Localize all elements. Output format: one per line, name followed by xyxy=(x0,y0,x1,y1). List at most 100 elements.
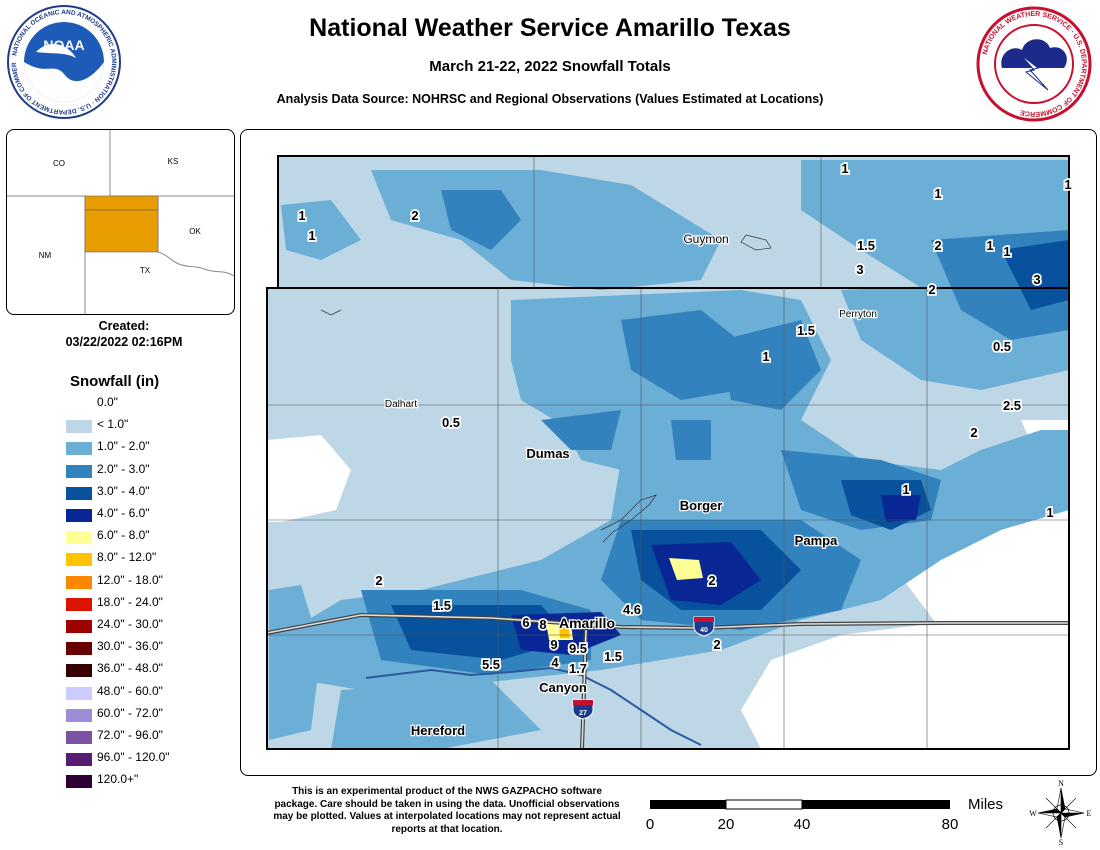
nws-logo: NATIONAL WEATHER SERVICE · U.S. DEPARTME… xyxy=(976,6,1092,122)
legend-label: 12.0" - 18.0" xyxy=(97,572,163,587)
scale-unit: Miles xyxy=(968,796,1003,813)
snowfall-observation: 9.5 xyxy=(569,641,587,656)
legend-swatch xyxy=(66,597,92,611)
legend-label: 4.0" - 6.0" xyxy=(97,506,150,520)
snowfall-observation: 2 xyxy=(713,637,720,652)
snowfall-observation: 1.7 xyxy=(569,661,587,676)
compass-rose: N S W E xyxy=(1029,779,1091,846)
city-label: Guymon xyxy=(683,232,728,246)
interstate-27-shield: 27 xyxy=(572,699,594,720)
legend-swatch xyxy=(66,442,92,456)
legend-label: 96.0" - 120.0" xyxy=(97,750,170,765)
legend-swatch xyxy=(66,731,92,744)
legend-title: Snowfall (in) xyxy=(70,373,160,390)
noaa-logo: NATIONAL OCEANIC AND ATMOSPHERIC ADMINIS… xyxy=(6,4,121,119)
city-label: Hereford xyxy=(411,723,465,738)
snowfall-observation: 2 xyxy=(928,282,935,297)
noaa-logo-text: NOAA xyxy=(43,37,84,53)
snowfall-observation: 1 xyxy=(934,186,941,201)
scale-tick-20: 20 xyxy=(718,816,735,833)
legend-swatch xyxy=(66,531,92,545)
scale-tick-0: 0 xyxy=(646,816,654,833)
legend-label: 60.0" - 72.0" xyxy=(97,705,163,720)
scale-tick-40: 40 xyxy=(794,816,811,833)
snowfall-observation: 1.5 xyxy=(857,238,875,253)
legend-label: 6.0" - 8.0" xyxy=(97,528,150,543)
snowfall-observation: 6 xyxy=(522,615,529,630)
snowfall-observation: 1 xyxy=(308,228,315,243)
disclaimer: This is an experimental product of the N… xyxy=(273,786,621,835)
legend-swatch xyxy=(66,664,92,678)
snowfall-observation: 2 xyxy=(934,238,941,253)
legend-label: 24.0" - 30.0" xyxy=(97,617,163,631)
created-label: Created: xyxy=(98,319,150,333)
legend-label: 0.0" xyxy=(97,395,118,409)
state-label-nm: NM xyxy=(39,251,52,260)
legend-swatch xyxy=(66,775,92,789)
state-label-ok: OK xyxy=(189,227,201,236)
snowfall-observation: 2.5 xyxy=(1003,398,1021,413)
legend-swatch xyxy=(66,553,92,567)
locator-map: CO KS NM OK TX xyxy=(6,129,235,315)
legend-swatch xyxy=(66,486,92,500)
legend-swatch xyxy=(66,753,92,767)
legend-swatch xyxy=(66,575,92,589)
locator-map-graphic: CO KS NM OK TX xyxy=(7,130,234,314)
city-label: Pampa xyxy=(795,533,838,548)
interstate-27-label: 27 xyxy=(579,710,587,717)
city-label: Perryton xyxy=(839,309,877,320)
snowfall-map: 40 27 Guymon Perryton Dalhart Dumas Borger Pa… xyxy=(240,129,1097,776)
legend-label: 30.0" - 36.0" xyxy=(97,639,163,654)
interstate-40-label: 40 xyxy=(700,627,708,634)
snowfall-observation: 4 xyxy=(551,655,559,670)
snowfall-observation: 1 xyxy=(1003,244,1010,259)
interstate-40-shield: 40 xyxy=(693,616,715,637)
snowfall-observation: 0.5 xyxy=(993,339,1011,354)
legend-label: 2.0" - 3.0" xyxy=(97,461,150,476)
legend-swatch xyxy=(66,642,92,656)
legend-label: 3.0" - 4.0" xyxy=(97,483,150,498)
legend-label: 36.0" - 48.0" xyxy=(97,661,163,676)
page-title: National Weather Service Amarillo Texas xyxy=(309,14,791,42)
legend-label: 18.0" - 24.0" xyxy=(97,594,163,609)
compass-w: W xyxy=(1029,809,1037,818)
city-label: Borger xyxy=(680,498,723,513)
snowfall-observation: 3 xyxy=(1033,272,1040,287)
legend-label: 8.0" - 12.0" xyxy=(97,550,157,565)
legend-label: 48.0" - 60.0" xyxy=(97,683,163,698)
data-source-note: Analysis Data Source: NOHRSC and Regiona… xyxy=(276,92,824,106)
legend-label: 72.0" - 96.0" xyxy=(97,728,163,742)
snowfall-observation: 2 xyxy=(970,425,977,440)
snowfall-observation: 1 xyxy=(902,482,909,497)
legend-swatch xyxy=(66,464,92,478)
snowfall-observation: 1 xyxy=(841,161,848,176)
snowfall-observation: 3 xyxy=(856,262,863,277)
compass-n: N xyxy=(1058,779,1064,788)
city-label: Canyon xyxy=(539,680,587,695)
snowfall-observation: 1 xyxy=(986,238,993,253)
oklahoma-panhandle-highlight xyxy=(84,195,159,211)
compass-s: S xyxy=(1059,838,1063,846)
snowfall-observation: 2 xyxy=(411,208,418,223)
snowfall-observation: 1.5 xyxy=(604,649,622,664)
snowfall-observation: 1 xyxy=(762,349,769,364)
legend-swatch xyxy=(66,420,92,434)
legend-swatch xyxy=(66,398,92,411)
snowfall-observation: 2 xyxy=(708,573,715,588)
city-labels: Guymon Perryton Dalhart Dumas Borger Pampa Ama… xyxy=(384,231,879,740)
city-label: Dalhart xyxy=(385,399,417,410)
snowfall-observation: 5.5 xyxy=(482,657,500,672)
city-label: Amarillo xyxy=(559,615,615,631)
snowfall-observation: 0.5 xyxy=(442,415,460,430)
texas-panhandle-highlight xyxy=(84,209,159,253)
snowfall-observation: 2 xyxy=(375,573,382,588)
created-value: 03/22/2022 02:16PM xyxy=(65,335,183,349)
legend-swatch xyxy=(66,509,92,522)
snowfall-observation: 9 xyxy=(550,637,557,652)
legend-swatch xyxy=(66,686,92,700)
page-subtitle: March 21-22, 2022 Snowfall Totals xyxy=(429,58,671,75)
state-label-tx: TX xyxy=(140,266,151,275)
legend-swatch xyxy=(66,708,92,722)
snowfall-observation: 1 xyxy=(1046,505,1053,520)
